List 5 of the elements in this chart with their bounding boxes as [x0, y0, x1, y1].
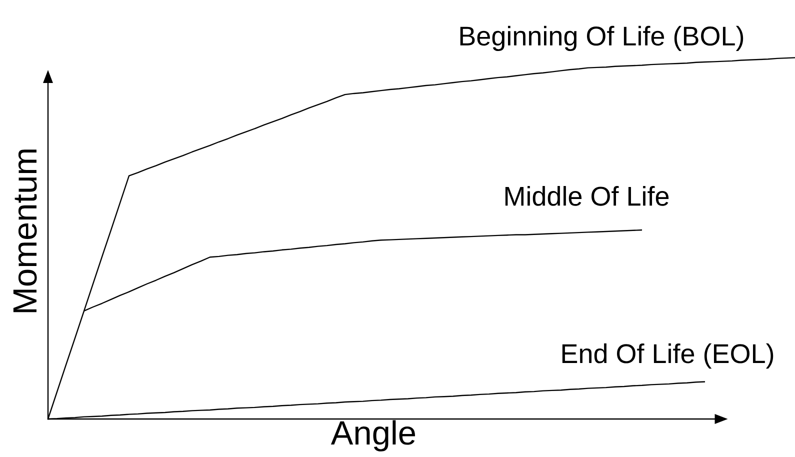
series-label: Beginning Of Life (BOL) [460, 26, 744, 51]
series-label: Middle Of Life [505, 186, 669, 206]
y-axis-title: Momentum [13, 150, 37, 312]
x-axis-title: Angle [330, 420, 416, 452]
series-label: End Of Life (EOL) [562, 343, 774, 369]
